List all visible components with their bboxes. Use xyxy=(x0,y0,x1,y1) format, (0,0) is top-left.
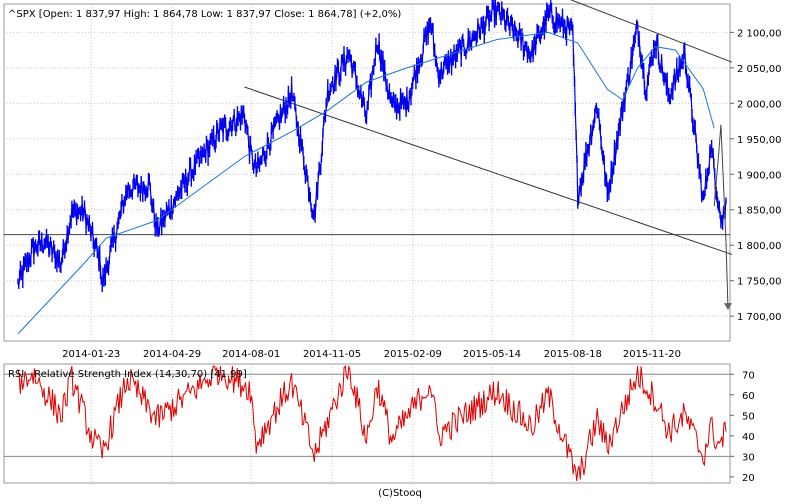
y-tick-label: 1 850,00 xyxy=(737,206,782,217)
rsi-y-tick-label: 30 xyxy=(742,452,755,463)
x-tick-label: 2015-08-18 xyxy=(544,349,602,360)
y-tick-label: 1 700,00 xyxy=(737,312,782,323)
rsi-y-tick-label: 50 xyxy=(742,411,755,422)
y-tick-label: 2 000,00 xyxy=(737,99,782,110)
y-tick-label: 1 900,00 xyxy=(737,170,782,181)
x-tick-label: 2015-11-20 xyxy=(623,349,681,360)
rsi-series xyxy=(17,364,727,481)
rsi-chart-frame xyxy=(3,363,731,484)
trend-channel-upper xyxy=(570,0,733,63)
footer-credit: (C)Stooq xyxy=(378,488,422,499)
main-series xyxy=(17,0,732,335)
projection-line xyxy=(713,124,729,310)
x-tick-label: 2014-04-29 xyxy=(143,349,201,360)
rsi-chart-title: RSI - Relative Strength Index (14,30,70)… xyxy=(8,369,247,380)
x-tick-label: 2014-11-05 xyxy=(303,349,361,360)
x-tick-label: 2014-01-23 xyxy=(62,349,120,360)
axis-labels: 2014-01-23 2014-04-29 2014-08-01 2014-11-05… xyxy=(62,28,781,483)
rsi-line xyxy=(17,364,727,481)
y-tick-label: 2 050,00 xyxy=(737,64,782,75)
rsi-y-tick-label: 70 xyxy=(742,370,755,381)
rsi-y-tick-label: 60 xyxy=(742,391,755,402)
y-tick-label: 1 950,00 xyxy=(737,135,782,146)
main-chart-title: ^SPX [Open: 1 837,97 High: 1 864,78 Low:… xyxy=(8,9,401,20)
y-tick-label: 1 800,00 xyxy=(737,241,782,252)
projection-arrow xyxy=(724,303,732,311)
x-tick-label: 2014-08-01 xyxy=(222,349,280,360)
rsi-y-tick-label: 20 xyxy=(742,473,755,484)
y-tick-label: 2 100,00 xyxy=(737,28,782,39)
price-series-line xyxy=(17,2,727,287)
moving-average-line xyxy=(17,31,715,335)
rsi-y-tick-label: 40 xyxy=(742,432,755,443)
x-tick-label: 2015-05-14 xyxy=(463,349,521,360)
y-tick-label: 1 750,00 xyxy=(737,277,782,288)
main-chart-frame xyxy=(3,3,731,342)
x-tick-label: 2015-02-09 xyxy=(384,349,442,360)
